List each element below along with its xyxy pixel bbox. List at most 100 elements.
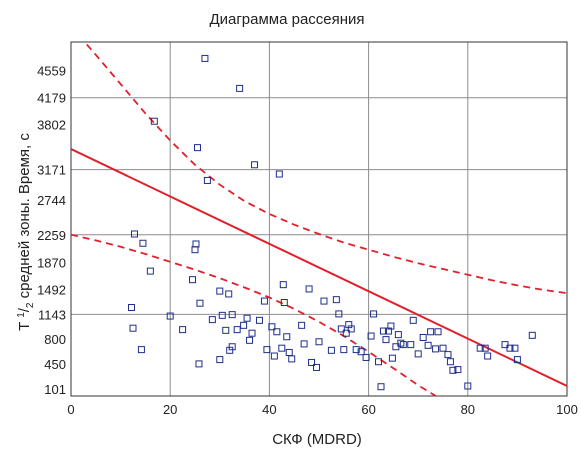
data-point [137,346,145,354]
data-point [340,346,348,354]
data-point [444,351,452,359]
data-point [300,340,308,348]
data-point [179,326,187,334]
data-point [382,336,390,344]
data-point [251,161,259,169]
y-tick-label: 450 [44,357,66,372]
data-point [388,354,396,362]
x-tick-labels: 0 20 40 60 80 100 [67,402,577,417]
data-point [305,285,313,293]
data-point [203,176,211,184]
gridlines [71,42,567,396]
y-tick-label: 1492 [37,283,66,298]
y-tick-label: 800 [44,332,66,347]
data-point [357,348,365,356]
data-point [484,352,492,360]
data-point [513,356,521,364]
y-tick-label: 3802 [37,118,66,133]
y-tick-label: 1870 [37,256,66,271]
data-point [166,312,174,320]
upper-confidence-band [83,42,567,295]
data-point [424,341,432,349]
data-point [225,290,233,298]
data-point [216,356,224,364]
data-point [273,328,281,336]
data-point [397,339,405,347]
data-point [288,355,296,363]
data-point [280,299,288,307]
y-axis-label-slash: / [16,307,33,312]
data-point [394,331,402,339]
data-point [128,304,136,311]
data-point [377,383,385,391]
data-point [196,299,204,307]
data-point [387,322,395,330]
y-tick-label: 4179 [37,91,66,106]
data-point [446,358,454,366]
data-points [128,54,536,391]
data-point [375,358,383,366]
data-point [335,310,343,318]
y-tick-label: 2259 [37,228,66,243]
data-point [454,366,462,374]
y-tick-label: 1143 [38,307,66,322]
data-point [201,54,209,62]
data-point [218,311,226,319]
x-tick-label: 20 [163,402,177,417]
data-point [222,326,230,334]
data-point [150,117,158,125]
data-point [278,344,286,352]
y-tick-label: 101 [44,382,66,397]
data-point [407,341,415,349]
data-point [268,323,276,331]
data-point [427,328,435,336]
data-point [240,321,248,329]
data-point [243,314,251,322]
data-point [275,170,283,178]
data-point [228,343,236,351]
x-tick-label: 100 [556,402,578,417]
data-point [528,331,536,339]
data-point [236,84,244,92]
y-axis-label: T 1/2 средней зоны. Время, с [16,133,36,331]
data-point [130,230,138,238]
data-point [419,333,427,341]
regression-line [71,148,567,387]
lower-confidence-band [71,233,438,396]
data-point [379,327,387,335]
data-point [308,358,316,366]
data-point [313,363,321,371]
data-point [464,382,472,390]
data-point [432,345,440,353]
data-point [320,297,328,305]
data-point [248,329,256,337]
data-point [434,328,442,336]
data-point [233,326,241,334]
data-point [370,310,378,318]
data-point [352,346,360,354]
data-point [195,360,203,368]
data-point [193,144,201,152]
y-axis-label-sub: 2 [25,302,36,308]
data-point [347,325,355,333]
data-point [332,296,340,304]
data-point [226,346,234,354]
x-tick-label: 60 [361,402,375,417]
plot-frame [70,41,568,397]
data-point [342,329,350,337]
data-point [362,353,370,361]
data-point [298,321,306,329]
data-point [392,343,400,351]
x-axis-label: СКФ (MDRD) [272,431,362,448]
data-point [501,341,509,349]
data-point [192,240,200,248]
y-axis-label-prefix: T [16,318,33,331]
y-tick-label: 3171 [37,163,66,178]
data-point [506,344,514,352]
data-point [146,267,154,275]
y-axis-label-suffix: средней зоны. Время, с [16,133,33,303]
y-tick-label: 2744 [37,193,66,208]
data-point [279,281,287,289]
data-point [191,246,199,254]
